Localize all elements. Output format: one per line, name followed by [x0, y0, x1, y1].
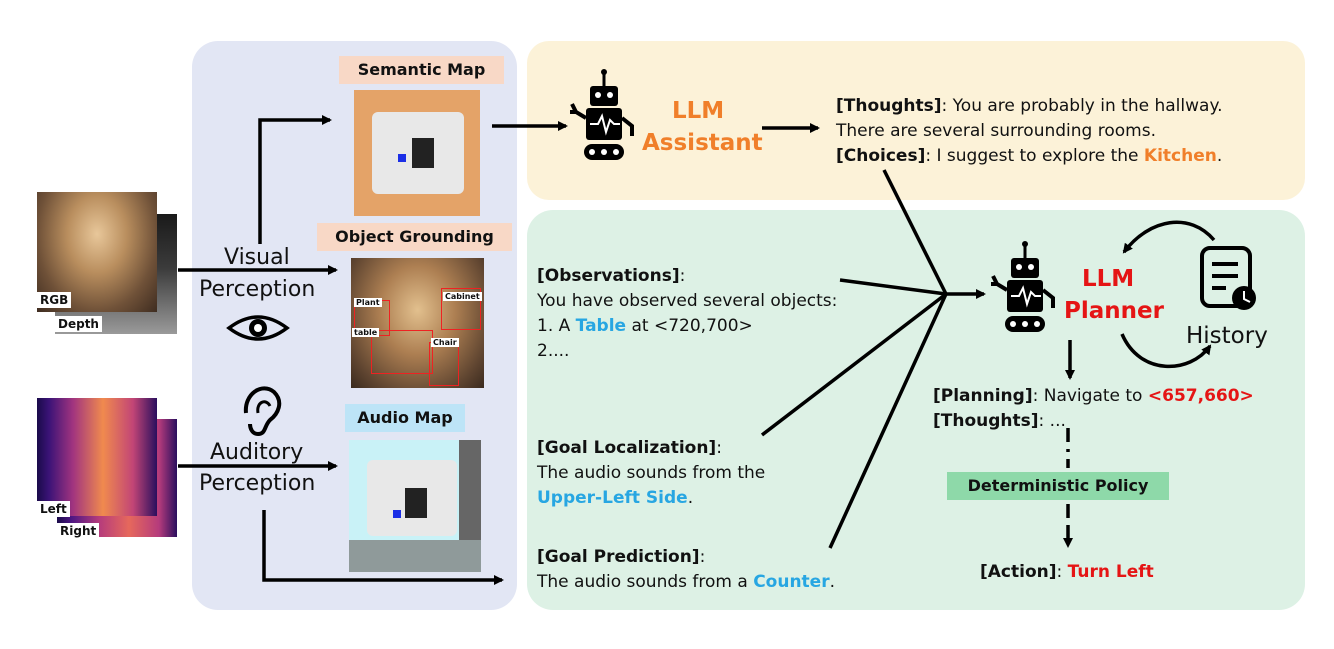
auditory-line1: Auditory — [210, 440, 304, 465]
depth-label: Depth — [55, 316, 102, 332]
semantic-map-label: Semantic Map — [339, 56, 504, 84]
history-label: History — [1186, 323, 1268, 349]
planner-thoughts-line: [Thoughts]: ... — [933, 410, 1066, 433]
right-label: Right — [57, 523, 100, 539]
visual-line1: Visual — [224, 245, 290, 270]
assistant-choices-end: . — [1216, 146, 1223, 166]
planner-thoughts-key: [Thoughts] — [933, 411, 1039, 431]
assistant-choices-text: : I suggest to explore the — [925, 146, 1144, 166]
planner-panel — [527, 210, 1305, 610]
assistant-panel — [527, 41, 1305, 200]
planner-thoughts-text: : ... — [1038, 411, 1066, 431]
planner-name-line2: Planner — [1064, 298, 1164, 324]
kitchen-highlight: Kitchen — [1143, 146, 1217, 166]
assistant-thoughts: [Thoughts]: You are probably in the hall… — [836, 95, 1222, 118]
assistant-thoughts-key: [Thoughts] — [836, 96, 942, 116]
assistant-thoughts-text: : You are probably in the hallway. — [941, 96, 1223, 116]
history-document-icon — [1200, 246, 1256, 310]
assistant-choices: [Choices]: I suggest to explore the Kitc… — [836, 145, 1222, 168]
assistant-name-line2: Assistant — [642, 130, 763, 156]
action-line: [Action]: Turn Left — [980, 561, 1154, 584]
observations-line2: 1. A Table at <720,700> — [537, 315, 753, 338]
planning-text: : Navigate to — [1032, 386, 1148, 406]
assistant-name-line1: LLM — [672, 98, 725, 124]
goal-loc-line1: The audio sounds from the — [537, 463, 766, 483]
cabinet-box-label: Cabinet — [443, 292, 482, 301]
observations-line2a: 1. A — [537, 316, 576, 336]
upper-left-highlight: Upper-Left Side — [537, 488, 688, 508]
chair-box-label: Chair — [431, 338, 459, 347]
assistant-robot-icon — [570, 69, 634, 160]
object-grounding-image: Plant Cabinet table Chair — [351, 258, 484, 388]
action-key: [Action] — [980, 562, 1057, 582]
goal-loc-key: [Goal Localization] — [537, 438, 717, 458]
object-grounding-label: Object Grounding — [317, 223, 512, 251]
planning-key: [Planning] — [933, 386, 1033, 406]
goal-pred-end: . — [829, 572, 835, 592]
visual-line2: Perception — [199, 277, 316, 302]
deterministic-policy-label: Deterministic Policy — [947, 472, 1169, 500]
audio-map-label: Audio Map — [345, 404, 465, 432]
assistant-thoughts-line2: There are several surrounding rooms. — [836, 121, 1156, 141]
planner-robot-icon — [991, 241, 1055, 332]
observations-key: [Observations] — [537, 266, 680, 286]
observations-line1: You have observed several objects: — [537, 291, 838, 311]
plant-box-label: Plant — [354, 298, 382, 307]
planning-line: [Planning]: Navigate to <657,660> — [933, 385, 1254, 408]
goal-loc-line2: Upper-Left Side. — [537, 487, 693, 510]
rgb-label: RGB — [37, 292, 72, 308]
audio-map-image — [349, 440, 481, 572]
planner-name-line1: LLM — [1082, 266, 1135, 292]
goal-pred-line1: The audio sounds from a Counter. — [537, 571, 835, 594]
goal-loc-colon: : — [716, 438, 722, 458]
assistant-choices-key: [Choices] — [836, 146, 926, 166]
left-spectrogram — [37, 398, 157, 516]
left-label: Left — [37, 501, 70, 517]
goal-loc-end: . — [687, 488, 694, 508]
semantic-map-image — [354, 90, 480, 216]
action-colon: : — [1056, 562, 1068, 582]
observations-heading: [Observations]: — [537, 265, 685, 288]
observations-line2b: at <720,700> — [626, 316, 753, 336]
observations-line3: 2.... — [537, 341, 570, 361]
goal-localization-heading: [Goal Localization]: — [537, 437, 722, 460]
goal-pred-key: [Goal Prediction] — [537, 547, 700, 567]
table-highlight: Table — [575, 316, 627, 336]
counter-highlight: Counter — [753, 572, 830, 592]
observations-colon: : — [679, 266, 686, 286]
eye-icon — [226, 315, 290, 341]
goal-pred-text: The audio sounds from a — [537, 572, 754, 592]
coordinate-highlight: <657,660> — [1147, 386, 1254, 406]
table-box-label: table — [352, 328, 380, 337]
ear-icon — [243, 386, 282, 437]
auditory-line2: Perception — [199, 471, 316, 496]
turn-left-highlight: Turn Left — [1067, 562, 1154, 582]
goal-pred-colon: : — [699, 547, 706, 567]
goal-prediction-heading: [Goal Prediction]: — [537, 546, 705, 569]
